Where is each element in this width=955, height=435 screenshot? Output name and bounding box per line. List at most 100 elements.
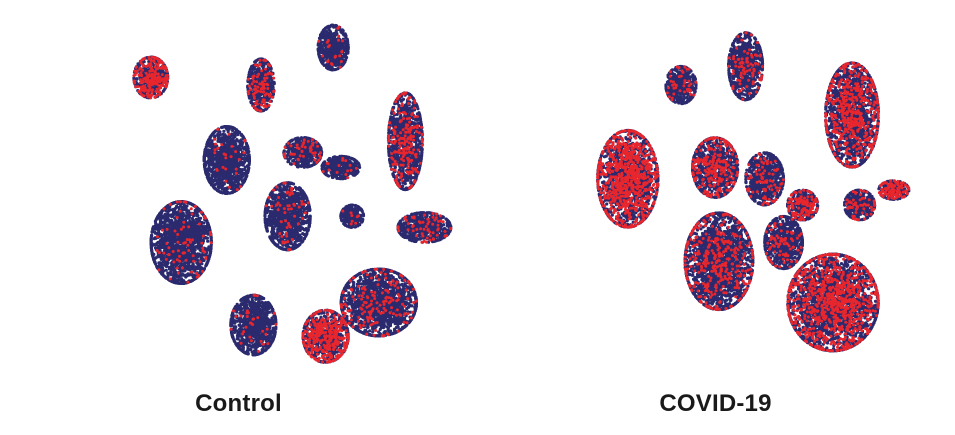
highlighted-cell-point: [139, 78, 143, 82]
highlighted-cell-point: [247, 92, 251, 96]
highlighted-cell-point: [328, 44, 331, 47]
highlighted-cell-point: [338, 65, 342, 69]
highlighted-cell-point: [393, 150, 397, 154]
cell-point: [323, 26, 328, 30]
highlighted-cell-point: [165, 69, 169, 73]
cell-point: [225, 136, 229, 140]
cell-point: [249, 67, 253, 71]
cell-point: [246, 145, 250, 149]
cell-point: [204, 171, 208, 175]
highlighted-cell-point: [390, 152, 394, 156]
highlighted-cell-point: [261, 98, 265, 102]
cell-point: [207, 179, 211, 183]
highlighted-cell-point: [134, 85, 138, 89]
cell-point: [232, 155, 236, 159]
cell-point: [341, 29, 345, 33]
highlighted-cell-point: [405, 170, 409, 174]
cell-point: [336, 63, 340, 67]
highlighted-cell-point: [259, 103, 263, 107]
highlighted-cell-point: [139, 61, 143, 65]
highlighted-cell-point: [272, 89, 276, 93]
highlighted-cell-point: [387, 139, 391, 143]
highlighted-cell-point: [395, 97, 399, 101]
cell-point: [230, 160, 234, 164]
cell-point: [262, 108, 266, 112]
cell-point: [213, 129, 217, 133]
highlighted-cell-point: [267, 103, 271, 107]
highlighted-cell-point: [391, 157, 395, 161]
cell-point: [213, 175, 218, 180]
cell-point: [417, 167, 421, 171]
highlighted-cell-point: [151, 88, 155, 92]
highlighted-cell-point: [214, 142, 217, 146]
highlighted-cell-point: [255, 102, 259, 106]
highlighted-cell-point: [235, 188, 239, 192]
highlighted-cell-point: [229, 155, 233, 159]
cell-point: [202, 156, 206, 160]
cell-cluster: [246, 57, 276, 113]
highlighted-cell-point: [242, 151, 246, 155]
cell-point: [325, 30, 329, 34]
cell-point: [213, 182, 217, 187]
highlighted-cell-point: [412, 180, 416, 184]
highlighted-cell-point: [158, 85, 162, 89]
cell-point: [211, 166, 215, 171]
cell-point: [340, 46, 344, 50]
cell-point: [416, 107, 420, 111]
highlighted-cell-point: [398, 145, 402, 148]
highlighted-cell-point: [151, 68, 155, 72]
cell-point: [324, 51, 328, 55]
highlighted-cell-point: [134, 65, 138, 69]
highlighted-cell-point: [264, 67, 267, 71]
highlighted-cell-point: [228, 185, 231, 189]
highlighted-cell-point: [399, 176, 403, 179]
cell-point: [317, 36, 322, 40]
highlighted-cell-point: [158, 90, 162, 94]
cell-point: [207, 150, 211, 154]
cell-point: [225, 191, 229, 195]
cell-point: [232, 181, 236, 185]
highlighted-cell-point: [404, 112, 408, 116]
cell-point: [224, 164, 228, 168]
cell-point: [234, 159, 238, 163]
highlighted-cell-point: [243, 138, 247, 142]
highlighted-cell-point: [340, 50, 344, 53]
cell-point: [403, 107, 407, 111]
highlighted-cell-point: [409, 136, 412, 140]
highlighted-cell-point: [396, 183, 400, 187]
cell-point: [331, 36, 335, 40]
highlighted-cell-point: [410, 184, 414, 188]
highlighted-cell-point: [391, 136, 394, 140]
cell-point: [409, 176, 413, 181]
cell-point: [248, 75, 253, 79]
cell-point: [319, 34, 323, 38]
cell-point: [136, 62, 140, 66]
cell-point: [391, 123, 395, 127]
cell-point: [334, 31, 338, 36]
cell-point: [413, 159, 417, 163]
highlighted-cell-point: [337, 38, 340, 42]
cell-point: [247, 160, 251, 164]
cell-point: [419, 156, 423, 160]
highlighted-cell-point: [394, 100, 398, 104]
cell-point: [237, 177, 241, 181]
cell-point: [336, 50, 340, 55]
highlighted-cell-point: [400, 172, 403, 176]
highlighted-cell-point: [249, 88, 253, 92]
cell-point: [329, 31, 333, 35]
highlighted-cell-point: [146, 93, 150, 97]
highlighted-cell-point: [156, 79, 160, 83]
highlighted-cell-point: [262, 90, 266, 94]
cell-point: [320, 46, 324, 51]
cell-point: [269, 66, 273, 71]
highlighted-cell-point: [414, 167, 418, 171]
cell-point: [222, 129, 226, 133]
highlighted-cell-point: [153, 95, 157, 99]
highlighted-cell-point: [260, 69, 264, 73]
highlighted-cell-point: [397, 170, 401, 174]
highlighted-cell-point: [407, 130, 411, 134]
highlighted-cell-point: [415, 126, 419, 130]
highlighted-cell-point: [265, 76, 269, 80]
highlighted-cell-point: [135, 69, 139, 73]
highlighted-cell-point: [413, 115, 417, 119]
